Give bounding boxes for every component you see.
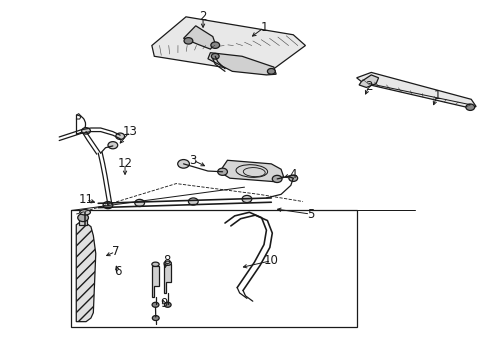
Circle shape [152, 316, 159, 320]
Circle shape [103, 202, 113, 209]
Polygon shape [183, 26, 215, 49]
Circle shape [188, 198, 198, 205]
Circle shape [267, 68, 275, 74]
Ellipse shape [243, 168, 264, 177]
Polygon shape [76, 221, 96, 321]
Text: 2: 2 [365, 80, 372, 93]
Polygon shape [152, 17, 305, 74]
Circle shape [108, 141, 118, 149]
Text: 9: 9 [160, 297, 167, 310]
Circle shape [272, 175, 282, 183]
Circle shape [288, 175, 297, 181]
Polygon shape [358, 75, 378, 87]
Ellipse shape [163, 261, 171, 265]
Circle shape [81, 128, 90, 134]
Text: 7: 7 [111, 245, 119, 258]
Text: 11: 11 [79, 193, 93, 206]
Text: 8: 8 [163, 254, 170, 267]
Circle shape [78, 214, 88, 222]
Polygon shape [79, 218, 87, 225]
Text: 1: 1 [432, 89, 440, 102]
Polygon shape [152, 266, 159, 297]
Circle shape [210, 42, 219, 48]
Circle shape [465, 104, 474, 111]
Text: 5: 5 [306, 208, 313, 221]
Circle shape [217, 168, 227, 175]
Circle shape [152, 302, 159, 307]
Polygon shape [207, 53, 276, 75]
Circle shape [164, 302, 171, 307]
Text: 6: 6 [114, 265, 121, 278]
Ellipse shape [152, 262, 159, 266]
Polygon shape [163, 264, 171, 293]
Text: 2: 2 [199, 10, 206, 23]
Text: 12: 12 [117, 157, 132, 170]
Circle shape [116, 133, 124, 139]
Polygon shape [356, 72, 475, 108]
Text: 1: 1 [260, 21, 267, 34]
Circle shape [135, 199, 144, 207]
Circle shape [183, 38, 192, 44]
Ellipse shape [80, 210, 90, 215]
Circle shape [211, 53, 219, 59]
Text: 10: 10 [264, 254, 278, 267]
Bar [71, 211, 356, 327]
Polygon shape [221, 160, 283, 182]
Text: 4: 4 [289, 168, 296, 181]
Circle shape [177, 159, 189, 168]
Ellipse shape [236, 165, 267, 177]
Circle shape [242, 195, 251, 203]
Text: 13: 13 [122, 125, 137, 138]
Text: 3: 3 [189, 154, 197, 167]
